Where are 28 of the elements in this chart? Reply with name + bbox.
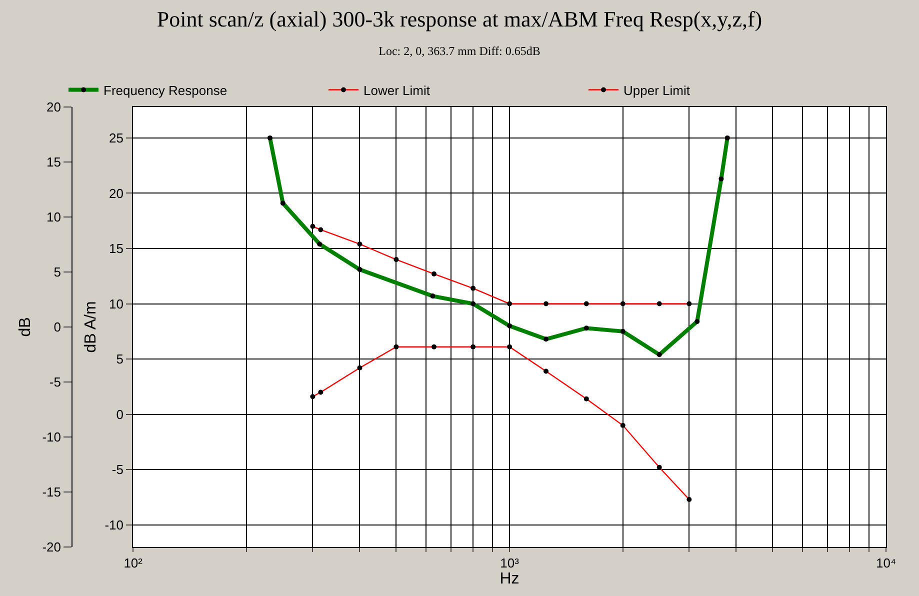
x-tick-label: 10⁴ [876,556,896,571]
y-tick-label: -10 [104,517,124,532]
y2-tick-label: 15 [46,154,61,170]
y2-tick-label: 10 [46,210,61,225]
y2-tick-label: -10 [42,430,61,445]
x-tick-label: 10² [124,556,144,571]
y-tick-label: 15 [109,241,124,256]
y-tick-label: -5 [112,462,124,478]
y2-tick-label: -5 [49,374,61,390]
y-tick-label: 20 [109,186,124,201]
y2-axis-title: dB [17,317,34,337]
x-tick-label: 10³ [500,556,520,571]
legend-label: Frequency Response [104,82,228,98]
legend-label: Lower Limit [364,82,430,98]
y-tick-label: 25 [109,130,124,146]
y2-tick-label: 20 [46,100,61,115]
y-tick-label: 0 [116,406,124,422]
y2-tick-label: 0 [54,320,61,335]
x-axis-title: Hz [500,570,520,588]
y-tick-label: 5 [116,352,124,367]
chart-subtitle: Loc: 2, 0, 363.7 mm Diff: 0.65dB [378,44,540,58]
legend-label: Upper Limit [624,82,690,98]
y2-tick-label: -15 [42,484,61,500]
chart-title: Point scan/z (axial) 300-3k response at max/ABM Freq Resp(x,y,z,f) [156,6,762,32]
y-tick-label: 10 [109,296,124,312]
y2-tick-label: -20 [42,540,61,555]
y-axis-title: dB A/m [82,301,100,353]
y2-tick-label: 5 [54,264,61,280]
